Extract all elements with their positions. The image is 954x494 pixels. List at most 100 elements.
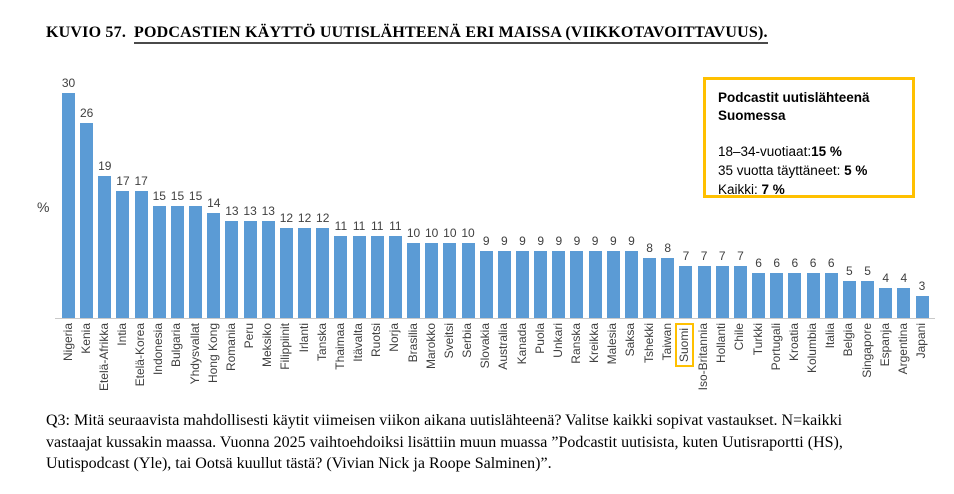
bar <box>243 220 257 318</box>
data-label: 7 <box>700 248 708 263</box>
data-label: 6 <box>791 256 799 270</box>
category-label: Japani <box>914 323 929 359</box>
bar <box>62 93 75 318</box>
category-label: Bulgaria <box>169 323 184 368</box>
bar <box>334 235 348 318</box>
data-label: 5 <box>846 263 853 278</box>
data-label: 6 <box>773 256 781 270</box>
bar <box>298 228 312 318</box>
category-label: Itävalta <box>351 323 366 362</box>
bar <box>316 228 330 318</box>
data-label: 9 <box>573 233 581 248</box>
callout-row-older-label: 35 vuotta täyttäneet: <box>718 163 845 178</box>
bar <box>915 295 929 318</box>
data-label: 15 <box>152 188 166 203</box>
category-label: Etelä-Korea <box>133 323 148 387</box>
data-label: 12 <box>316 211 330 225</box>
bar <box>352 235 366 318</box>
bar <box>806 273 820 318</box>
data-label: 8 <box>646 241 653 255</box>
data-label: 7 <box>718 248 726 263</box>
category-label: Norja <box>387 323 402 352</box>
footnote-line2: vastaajat kussakin maassa. Vuonna 2025 v… <box>46 433 843 451</box>
data-label: 7 <box>682 248 690 263</box>
category-label: Kanada <box>514 323 529 365</box>
bar <box>98 175 112 318</box>
data-label: 12 <box>297 211 312 225</box>
category-label: Espanja <box>877 323 892 367</box>
bar <box>225 220 239 318</box>
category-label: Slovakia <box>478 323 493 369</box>
data-label: 13 <box>243 203 257 218</box>
bar <box>461 243 475 318</box>
data-label: 6 <box>827 256 835 270</box>
footnote-line3: Uutispodcast (Yle), tai Ootsä kuullut tä… <box>46 455 552 472</box>
category-label: Belgia <box>841 323 856 357</box>
category-label: Turkki <box>750 323 765 356</box>
category-label: Ruotsi <box>369 323 384 358</box>
category-label: Serbia <box>460 323 475 358</box>
bar <box>261 220 275 318</box>
category-label: Saksa <box>623 323 638 357</box>
callout-row-young: 18–34-vuotiaat:15 % <box>718 142 900 161</box>
bar <box>152 205 166 318</box>
data-label: 15 <box>188 188 203 203</box>
data-label: 9 <box>482 233 490 248</box>
category-label: Kenia <box>78 323 93 354</box>
category-label: Romania <box>223 323 238 372</box>
data-label: 9 <box>609 233 617 248</box>
bar <box>497 250 511 318</box>
data-label: 10 <box>461 226 475 240</box>
bar <box>516 250 529 318</box>
bar <box>770 273 784 318</box>
data-label: 11 <box>370 218 384 233</box>
bar <box>788 273 802 318</box>
data-label: 3 <box>918 278 926 293</box>
finland-callout-box: Podcastit uutislähteenä Suomessa 18–34-v… <box>703 77 915 198</box>
category-label: Meksiko <box>260 323 275 368</box>
data-label: 15 <box>170 188 185 203</box>
bar <box>170 205 184 318</box>
data-label: 13 <box>261 203 275 218</box>
bar <box>116 190 130 318</box>
category-label: Ranska <box>568 323 583 364</box>
bar <box>534 250 548 318</box>
bar <box>715 265 729 318</box>
bar <box>588 250 602 318</box>
bar <box>861 280 875 318</box>
data-label: 14 <box>207 196 221 210</box>
bar <box>425 243 439 318</box>
data-label: 4 <box>900 271 908 285</box>
category-label: Australia <box>496 323 511 370</box>
category-label: Singapore <box>859 323 874 378</box>
bar <box>552 250 566 318</box>
callout-row-older: 35 vuotta täyttäneet: 5 % <box>718 161 900 180</box>
data-label: 10 <box>406 226 421 240</box>
data-label: 8 <box>664 241 672 255</box>
data-label: 9 <box>628 233 635 248</box>
bar <box>443 243 457 318</box>
bar <box>570 250 584 318</box>
bar <box>879 288 893 318</box>
category-label: Hong Kong <box>205 323 220 384</box>
data-label: 6 <box>755 256 762 270</box>
data-label: 4 <box>882 271 890 285</box>
figure-number: KUVIO 57. <box>46 24 127 41</box>
category-label: Peru <box>242 323 257 349</box>
bar <box>388 235 402 318</box>
bar <box>824 273 838 318</box>
callout-title-line1: Podcastit uutislähteenä <box>718 90 870 105</box>
bar <box>407 243 421 318</box>
bar <box>80 123 94 318</box>
bar <box>752 273 766 318</box>
y-axis-unit-label: % <box>37 199 50 215</box>
bar <box>733 265 747 318</box>
bar <box>189 205 203 318</box>
callout-row-all: Kaikki: 7 % <box>718 180 900 199</box>
category-label: Filippiinit <box>278 323 293 370</box>
category-label: Unkari <box>550 323 565 358</box>
figure-title-text: PODCASTIEN KÄYTTÖ UUTISLÄHTEENÄ ERI MAIS… <box>134 24 768 44</box>
category-label: Marokko <box>423 323 438 370</box>
data-label: 9 <box>519 233 526 248</box>
